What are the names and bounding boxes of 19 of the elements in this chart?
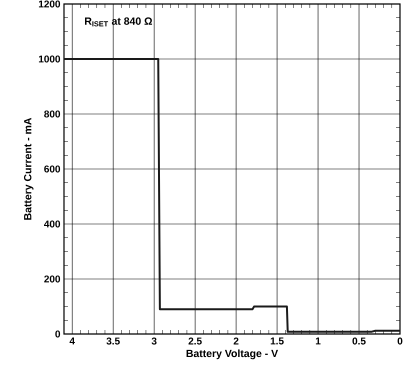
x-tick-label: 4 bbox=[70, 338, 75, 344]
y-tick-label: 1000 bbox=[38, 55, 60, 63]
x-tick-label: 1 bbox=[316, 338, 321, 344]
x-axis-title: Battery Voltage - V bbox=[186, 349, 278, 360]
x-tick-label: 0 bbox=[398, 338, 402, 345]
x-tick-label: 3 bbox=[152, 338, 157, 345]
x-tick-label: 1.5 bbox=[270, 338, 284, 344]
y-tick-label: 400 bbox=[44, 220, 60, 228]
line-series bbox=[64, 58, 400, 333]
x-tick-label: 3.5 bbox=[106, 338, 120, 345]
y-tick-label: 200 bbox=[44, 275, 60, 283]
x-tick-label: 2.5 bbox=[188, 338, 202, 345]
y-tick-label: 600 bbox=[44, 165, 60, 173]
x-tick-label: 2 bbox=[234, 338, 238, 344]
y-axis-title: Battery Current - mA bbox=[24, 118, 34, 220]
y-tick-label: 800 bbox=[44, 110, 60, 118]
y-tick-label: 1200 bbox=[38, 0, 60, 8]
y-tick-label: 0 bbox=[55, 330, 60, 338]
x-tick-label: 0.5 bbox=[352, 338, 366, 345]
